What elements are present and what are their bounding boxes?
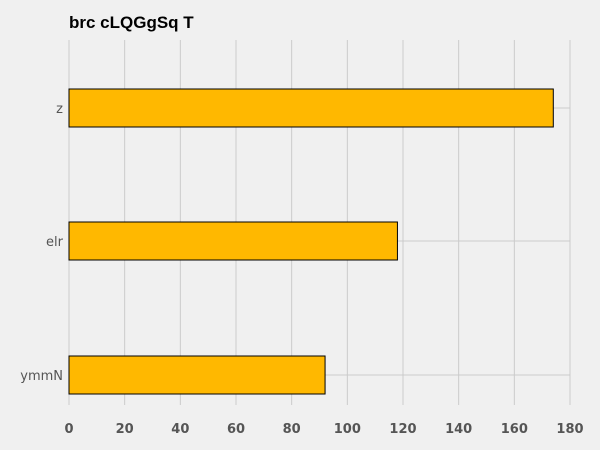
x-axis: 0 20 40 60 80 100 120 140 160 180 (64, 422, 583, 437)
bar-z (68, 88, 554, 128)
y-axis: z elr ymmN (20, 102, 63, 384)
x-tick-label-0: 0 (64, 422, 73, 437)
y-tick-label-z: z (56, 102, 63, 117)
x-tick-label-140: 140 (445, 422, 472, 437)
bar-ymmN (68, 355, 326, 395)
y-tick-label-ymmN: ymmN (20, 369, 63, 384)
x-tick-label-160: 160 (501, 422, 528, 437)
bars-layer (68, 88, 554, 395)
x-tick-label-100: 100 (334, 422, 361, 437)
y-tick-label-elr: elr (46, 235, 64, 250)
chart-title: brc cLQGgSq T (69, 13, 194, 32)
x-tick-label-80: 80 (283, 422, 301, 437)
x-tick-label-120: 120 (389, 422, 416, 437)
x-tick-label-180: 180 (556, 422, 583, 437)
x-tick-label-20: 20 (116, 422, 134, 437)
x-tick-label-60: 60 (227, 422, 245, 437)
x-tick-label-40: 40 (171, 422, 189, 437)
bar-elr (68, 221, 398, 261)
